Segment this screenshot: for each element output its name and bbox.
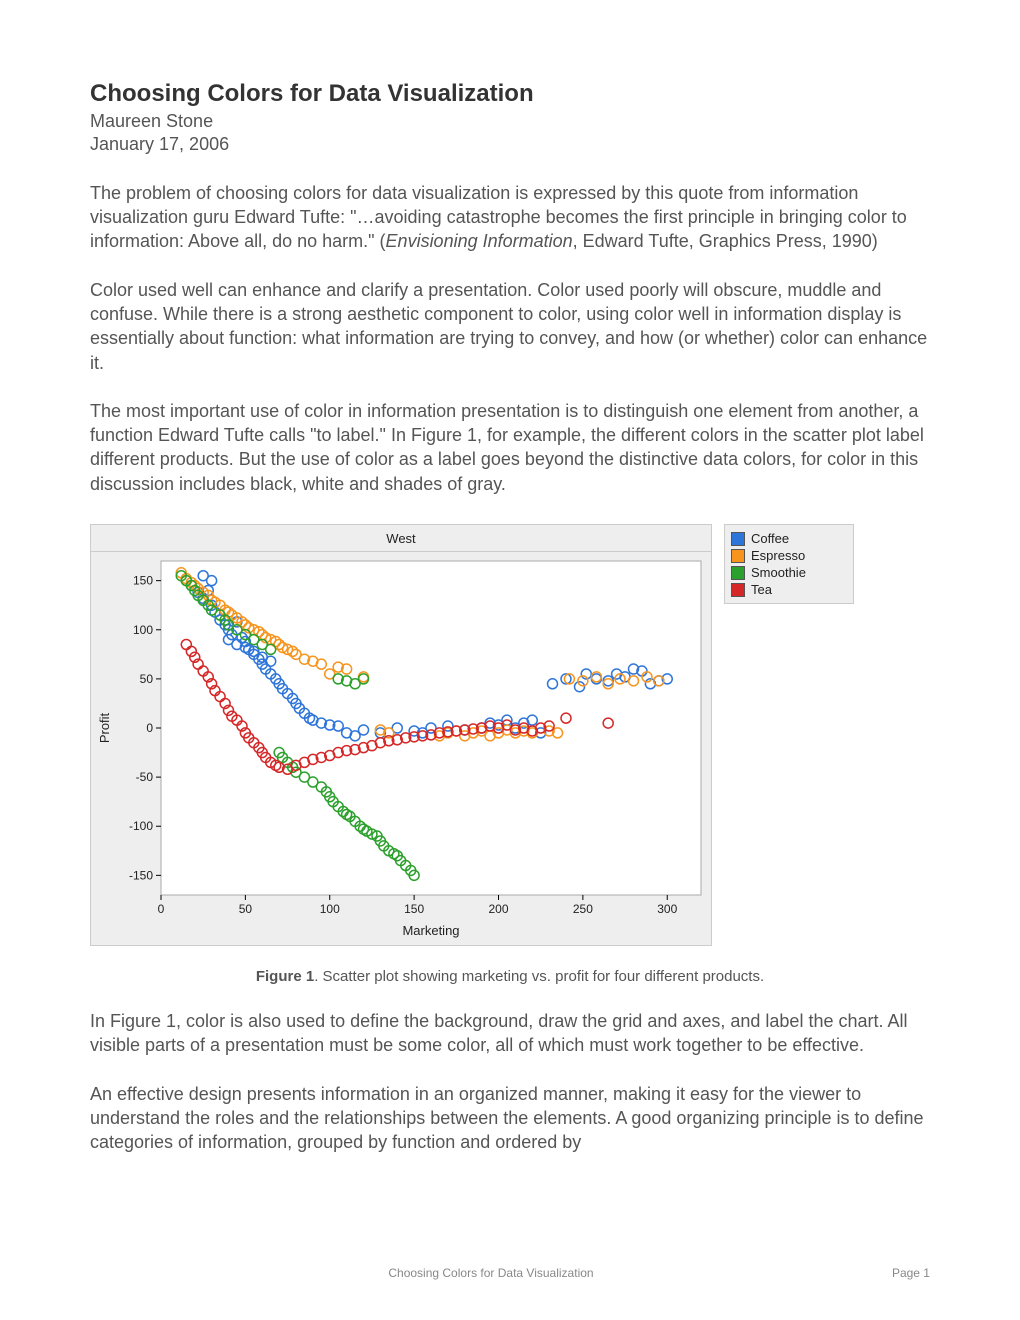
svg-text:-100: -100 [129, 819, 153, 833]
svg-text:150: 150 [133, 574, 153, 588]
legend-label: Tea [751, 582, 772, 597]
svg-text:Marketing: Marketing [402, 923, 459, 938]
svg-text:-150: -150 [129, 868, 153, 882]
paragraph-3: The most important use of color in infor… [90, 399, 930, 496]
p1-text-b: Envisioning Information [386, 231, 573, 251]
legend-label: Espresso [751, 548, 805, 563]
figure-1: West -150 -100 -50 0 50 100 150 0 50 100 150 200 250… [90, 524, 930, 985]
svg-text:50: 50 [140, 672, 154, 686]
page: Choosing Colors for Data Visualization M… [0, 0, 1020, 1320]
legend-swatch [731, 566, 745, 580]
legend-item: Espresso [731, 548, 847, 563]
paragraph-2: Color used well can enhance and clarify … [90, 278, 930, 375]
svg-text:0: 0 [158, 902, 165, 916]
figure-caption: Figure 1. Scatter plot showing marketing… [90, 968, 930, 985]
svg-text:-50: -50 [136, 770, 154, 784]
paragraph-5: An effective design presents information… [90, 1082, 930, 1155]
paragraph-1: The problem of choosing colors for data … [90, 181, 930, 254]
chart-title: West [91, 525, 711, 552]
author-line: Maureen Stone [90, 110, 930, 133]
svg-text:Profit: Profit [97, 712, 112, 743]
legend-item: Coffee [731, 531, 847, 546]
page-footer: Choosing Colors for Data Visualization P… [90, 1266, 930, 1280]
caption-text: . Scatter plot showing marketing vs. pro… [314, 968, 764, 985]
legend-swatch [731, 549, 745, 563]
scatter-chart: West -150 -100 -50 0 50 100 150 0 50 100 150 200 250… [90, 524, 712, 946]
date-line: January 17, 2006 [90, 133, 930, 156]
svg-text:200: 200 [488, 902, 508, 916]
legend-item: Tea [731, 582, 847, 597]
legend-item: Smoothie [731, 565, 847, 580]
footer-right: Page 1 [892, 1266, 930, 1280]
chart-legend: Coffee Espresso Smoothie Tea [724, 524, 854, 604]
paragraph-4: In Figure 1, color is also used to defin… [90, 1009, 930, 1058]
legend-swatch [731, 583, 745, 597]
legend-label: Coffee [751, 531, 789, 546]
caption-label: Figure 1 [256, 968, 314, 985]
p1-text-c: , Edward Tufte, Graphics Press, 1990) [573, 231, 878, 251]
svg-text:100: 100 [320, 902, 340, 916]
page-title: Choosing Colors for Data Visualization [90, 80, 930, 108]
legend-swatch [731, 532, 745, 546]
svg-text:250: 250 [573, 902, 593, 916]
scatter-svg: -150 -100 -50 0 50 100 150 0 50 100 150 200 250 300 Ma… [91, 551, 711, 945]
svg-text:100: 100 [133, 623, 153, 637]
svg-text:300: 300 [657, 902, 677, 916]
legend-label: Smoothie [751, 565, 806, 580]
svg-text:150: 150 [404, 902, 424, 916]
svg-text:50: 50 [239, 902, 253, 916]
svg-text:0: 0 [146, 721, 153, 735]
footer-center: Choosing Colors for Data Visualization [388, 1266, 593, 1280]
